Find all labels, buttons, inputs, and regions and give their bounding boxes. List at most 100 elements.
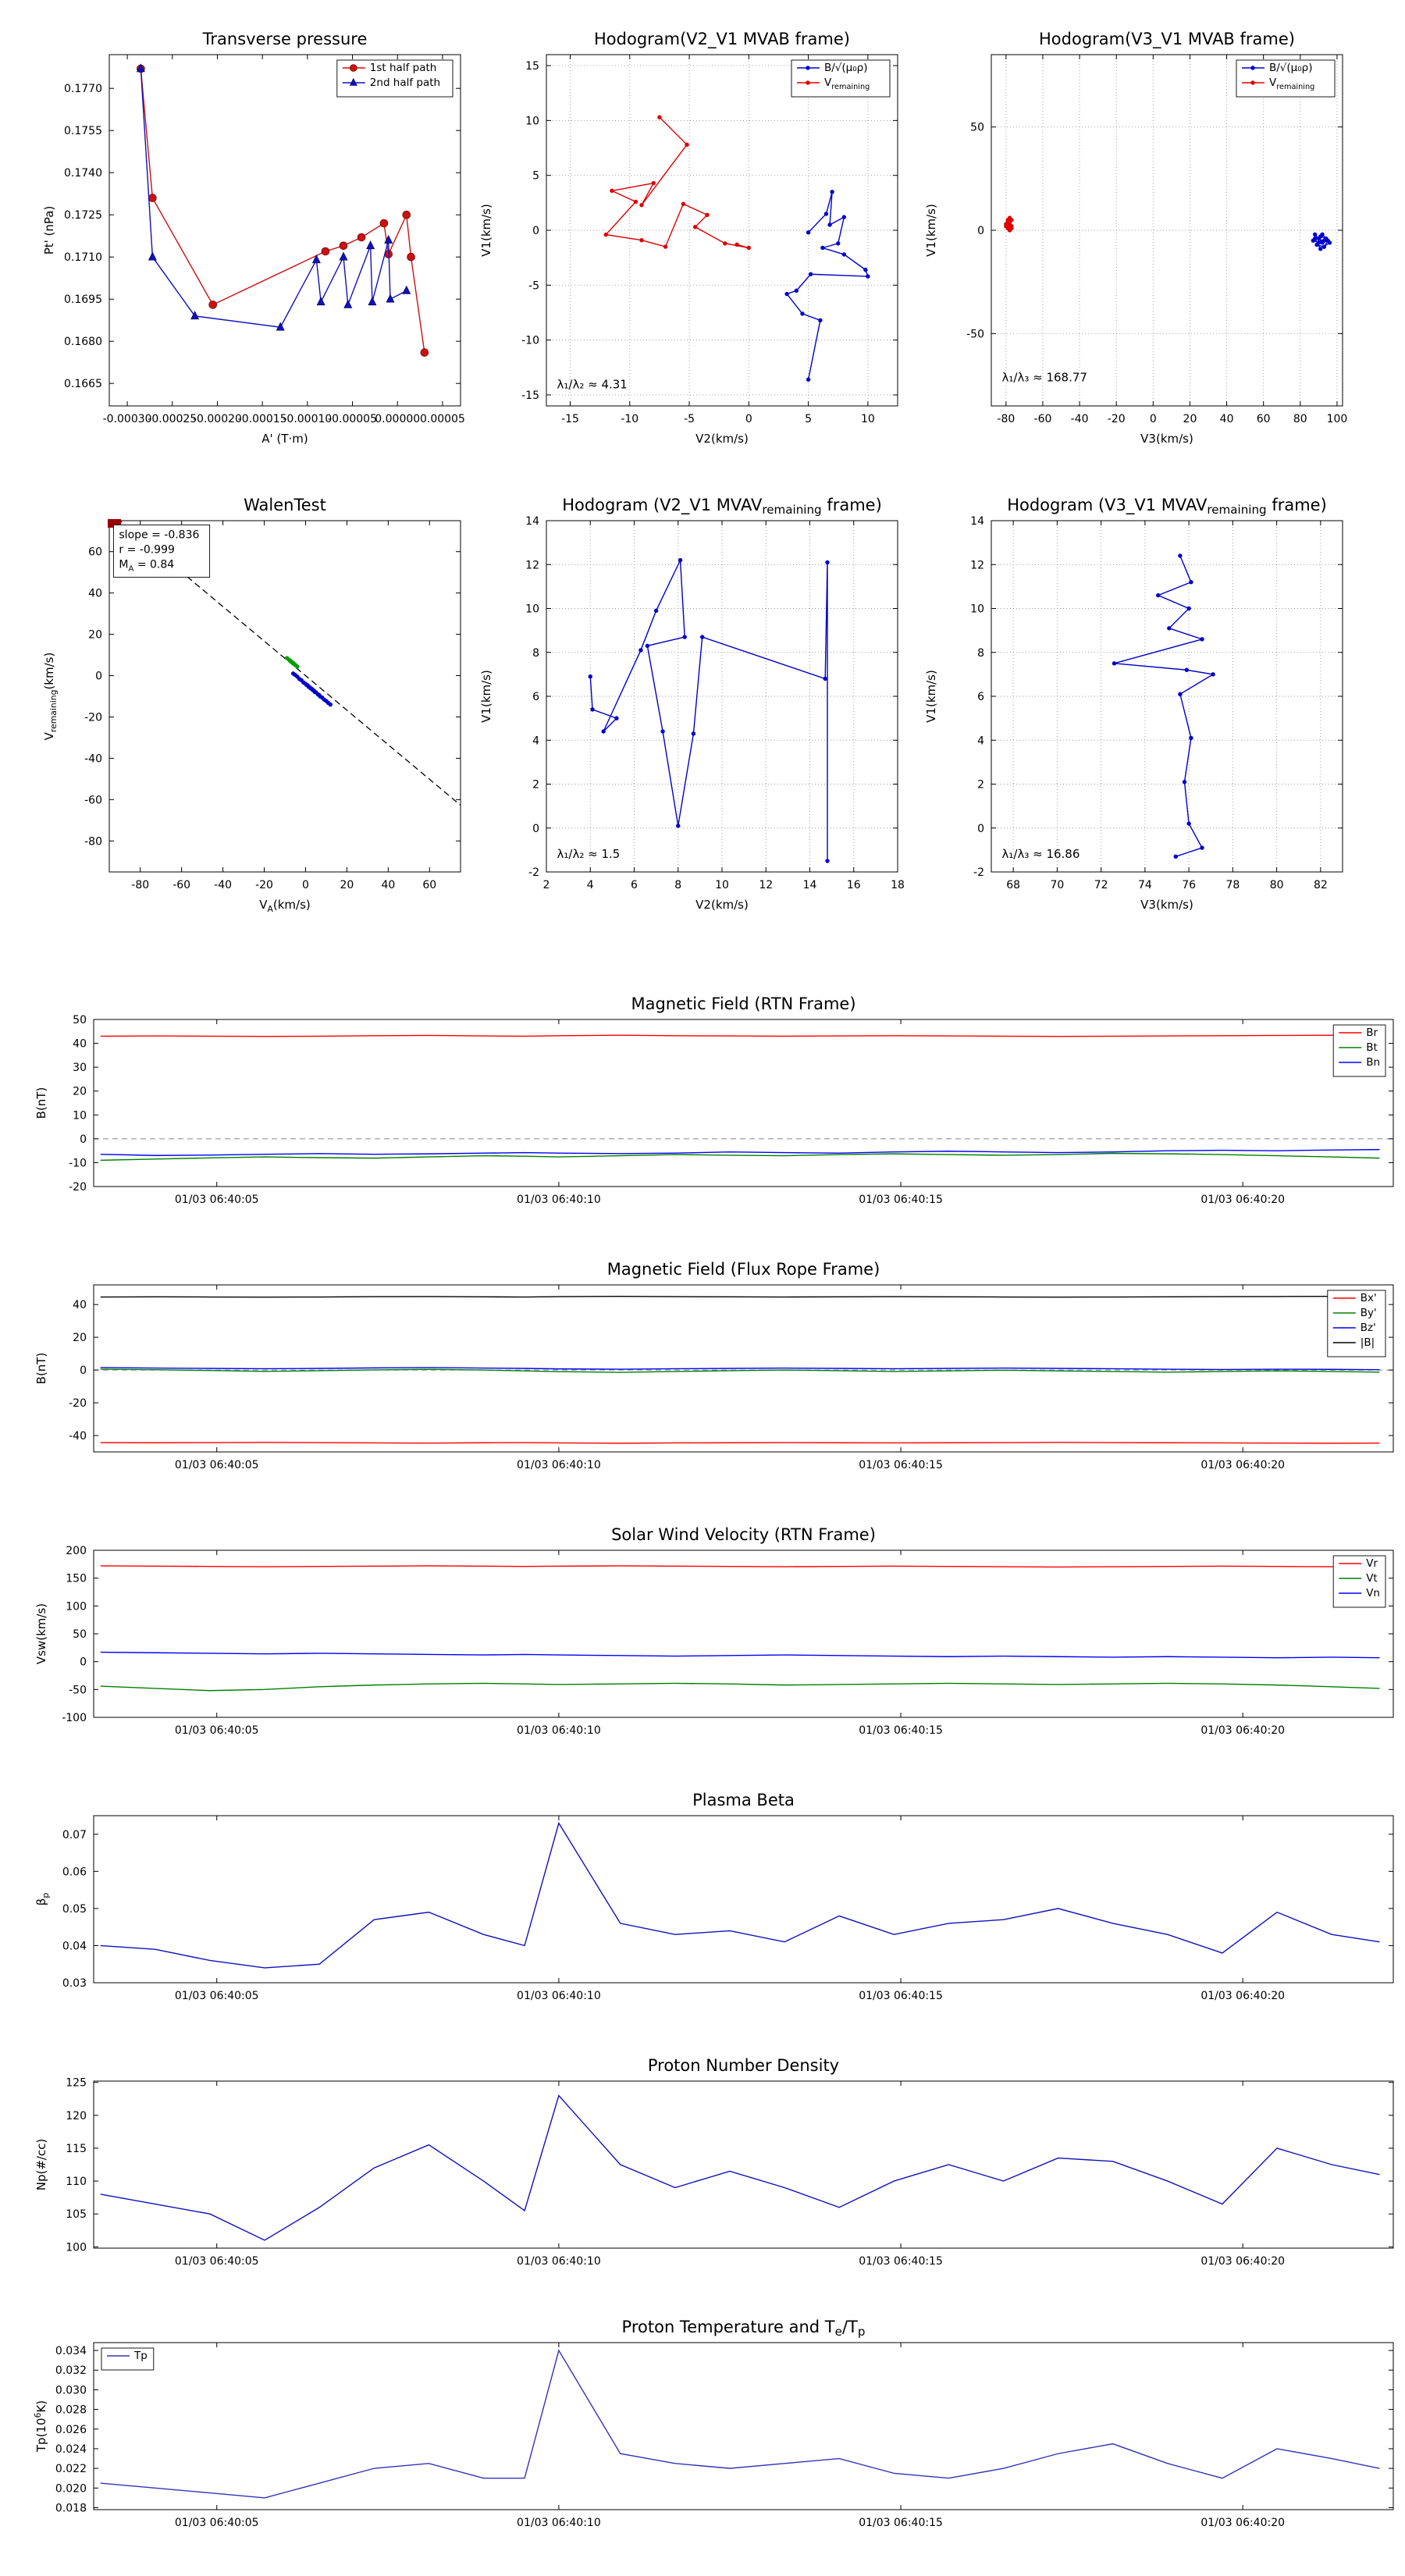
svg-text:10: 10 [715, 879, 729, 891]
svg-text:0.03: 0.03 [62, 1977, 87, 1990]
svg-text:2nd half path: 2nd half path [370, 76, 440, 89]
svg-text:115: 115 [66, 2143, 87, 2155]
svg-text:-0.00025: -0.00025 [148, 413, 197, 425]
plot-svg: 01/03 06:40:05 01/03 06:40:10 01/03 06:40:… [34, 2056, 1394, 2268]
svg-text:V2(km/s): V2(km/s) [695, 432, 749, 446]
svg-text:18: 18 [891, 879, 905, 891]
svg-text:10: 10 [861, 413, 875, 425]
svg-text:14: 14 [525, 515, 539, 528]
svg-text:0.1755: 0.1755 [64, 125, 102, 137]
svg-text:10: 10 [970, 603, 984, 616]
svg-text:0: 0 [95, 671, 102, 683]
svg-text:B(nT): B(nT) [34, 1353, 48, 1385]
svg-text:λ₁/λ₂ ≈ 4.31: λ₁/λ₂ ≈ 4.31 [557, 378, 628, 392]
svg-text:WalenTest: WalenTest [244, 496, 326, 514]
svg-text:01/03 06:40:15: 01/03 06:40:15 [859, 1459, 943, 1471]
svg-text:01/03 06:40:05: 01/03 06:40:05 [175, 1990, 259, 2002]
svg-text:50: 50 [73, 1014, 87, 1026]
plot-svg: -80 -60 -40 -20 0 20 40 60 80 100 -50 0 50 Hodogram(V… [924, 30, 1347, 446]
svg-text:01/03 06:40:05: 01/03 06:40:05 [175, 1194, 259, 1206]
svg-text:V1(km/s): V1(km/s) [479, 204, 493, 257]
svg-text:01/03 06:40:10: 01/03 06:40:10 [517, 1194, 601, 1206]
svg-text:λ₁/λ₃ ≈ 16.86: λ₁/λ₃ ≈ 16.86 [1002, 847, 1080, 861]
svg-text:0.020: 0.020 [55, 2482, 87, 2495]
svg-text:λ₁/λ₃ ≈ 168.77: λ₁/λ₃ ≈ 168.77 [1002, 371, 1087, 385]
svg-text:100: 100 [66, 1600, 87, 1613]
svg-text:Pt' (nPa): Pt' (nPa) [42, 206, 56, 255]
svg-text:0: 0 [532, 225, 539, 237]
svg-text:-20: -20 [69, 1181, 87, 1194]
svg-text:-10: -10 [621, 413, 638, 425]
svg-text:8: 8 [674, 879, 681, 891]
svg-text:20: 20 [1183, 413, 1197, 425]
svg-text:01/03 06:40:20: 01/03 06:40:20 [1200, 1459, 1285, 1471]
svg-text:Magnetic Field (RTN Frame): Magnetic Field (RTN Frame) [631, 994, 855, 1013]
svg-text:0.028: 0.028 [55, 2404, 87, 2417]
svg-text:01/03 06:40:15: 01/03 06:40:15 [859, 1990, 943, 2002]
svg-text:01/03 06:40:10: 01/03 06:40:10 [517, 2517, 601, 2529]
svg-text:Vsw(km/s): Vsw(km/s) [34, 1603, 48, 1664]
svg-text:Tp(106K): Tp(106K) [33, 2400, 48, 2453]
plot-svg: 2 4 6 8 10 12 14 16 18 -2 0 2 4 6 8 10 12 14 Hodogram (V2_… [479, 496, 905, 912]
svg-text:74: 74 [1138, 879, 1152, 891]
svg-text:-15: -15 [561, 413, 579, 425]
svg-text:-60: -60 [84, 794, 102, 806]
plot-svg: 01/03 06:40:05 01/03 06:40:10 01/03 06:40:… [33, 2318, 1394, 2529]
svg-text:-2: -2 [528, 866, 539, 879]
svg-text:14: 14 [803, 879, 817, 891]
svg-text:-0.00015: -0.00015 [238, 413, 287, 425]
svg-text:110: 110 [66, 2176, 87, 2188]
svg-text:Bn: Bn [1366, 1056, 1380, 1069]
svg-text:V3(km/s): V3(km/s) [1140, 432, 1193, 446]
svg-text:01/03 06:40:20: 01/03 06:40:20 [1200, 1724, 1285, 1737]
svg-text:Transverse pressure: Transverse pressure [202, 30, 368, 48]
svg-text:-5: -5 [528, 279, 539, 292]
svg-text:-100: -100 [62, 1712, 87, 1724]
svg-text:-20: -20 [84, 711, 102, 724]
chart-transverse-pressure: -0.00030 -0.00025 -0.00020 -0.00015 -0.00010… [31, 12, 476, 482]
svg-text:01/03 06:40:15: 01/03 06:40:15 [859, 2517, 943, 2529]
svg-text:76: 76 [1182, 879, 1196, 891]
svg-text:01/03 06:40:15: 01/03 06:40:15 [859, 1724, 943, 1737]
svg-text:50: 50 [73, 1628, 87, 1641]
svg-text:MA = 0.84: MA = 0.84 [119, 558, 174, 573]
svg-text:01/03 06:40:10: 01/03 06:40:10 [517, 1724, 601, 1737]
svg-text:-20: -20 [1108, 413, 1126, 425]
svg-text:0: 0 [532, 823, 539, 835]
chart-walen-test: -80 -60 -40 -20 0 20 40 60 -80 -60 -40 -20 0 20 40 60 Wa… [31, 478, 476, 948]
svg-text:20: 20 [73, 1332, 87, 1344]
svg-text:10: 10 [525, 115, 539, 127]
svg-text:-60: -60 [1034, 413, 1052, 425]
svg-text:40: 40 [73, 1038, 87, 1051]
svg-text:4: 4 [532, 735, 539, 747]
svg-text:0.1725: 0.1725 [64, 209, 102, 222]
svg-text:01/03 06:40:20: 01/03 06:40:20 [1200, 2517, 1285, 2529]
svg-text:01/03 06:40:05: 01/03 06:40:05 [175, 1724, 259, 1737]
svg-text:-80: -80 [84, 835, 102, 848]
svg-text:-50: -50 [966, 328, 984, 340]
svg-text:-80: -80 [131, 879, 149, 891]
svg-text:6: 6 [532, 691, 539, 703]
chart-solar-wind-velocity: 01/03 06:40:05 01/03 06:40:10 01/03 06:40:… [0, 1521, 1405, 1758]
svg-text:8: 8 [977, 647, 984, 660]
svg-text:-10: -10 [521, 335, 539, 347]
svg-text:40: 40 [1220, 413, 1234, 425]
plot-svg: -15 -10 -5 0 5 10 -15 -10 -5 0 5 10 15 Hodogram(V2_V1… [479, 30, 898, 446]
svg-text:-0.00010: -0.00010 [283, 413, 332, 425]
svg-text:0: 0 [977, 225, 984, 237]
svg-text:01/03 06:40:05: 01/03 06:40:05 [175, 2255, 259, 2268]
svg-text:01/03 06:40:20: 01/03 06:40:20 [1200, 2255, 1285, 2268]
svg-text:0: 0 [80, 1656, 87, 1669]
svg-text:-40: -40 [214, 879, 232, 891]
svg-text:150: 150 [66, 1573, 87, 1585]
svg-text:12: 12 [525, 559, 539, 571]
chart-hodogram-v3v1-mvav: 68 70 72 74 76 78 80 82 -2 0 2 4 6 8 10 12 14 Hodogram (V… [913, 478, 1358, 948]
svg-text:r = -0.999: r = -0.999 [119, 543, 175, 556]
svg-text:30: 30 [73, 1062, 87, 1074]
svg-text:4: 4 [977, 735, 984, 747]
svg-text:By': By' [1361, 1307, 1377, 1319]
svg-text:Hodogram (V3_V1 MVAVremaining: Hodogram (V3_V1 MVAVremaining frame) [1007, 496, 1327, 517]
svg-text:01/03 06:40:10: 01/03 06:40:10 [517, 1459, 601, 1471]
